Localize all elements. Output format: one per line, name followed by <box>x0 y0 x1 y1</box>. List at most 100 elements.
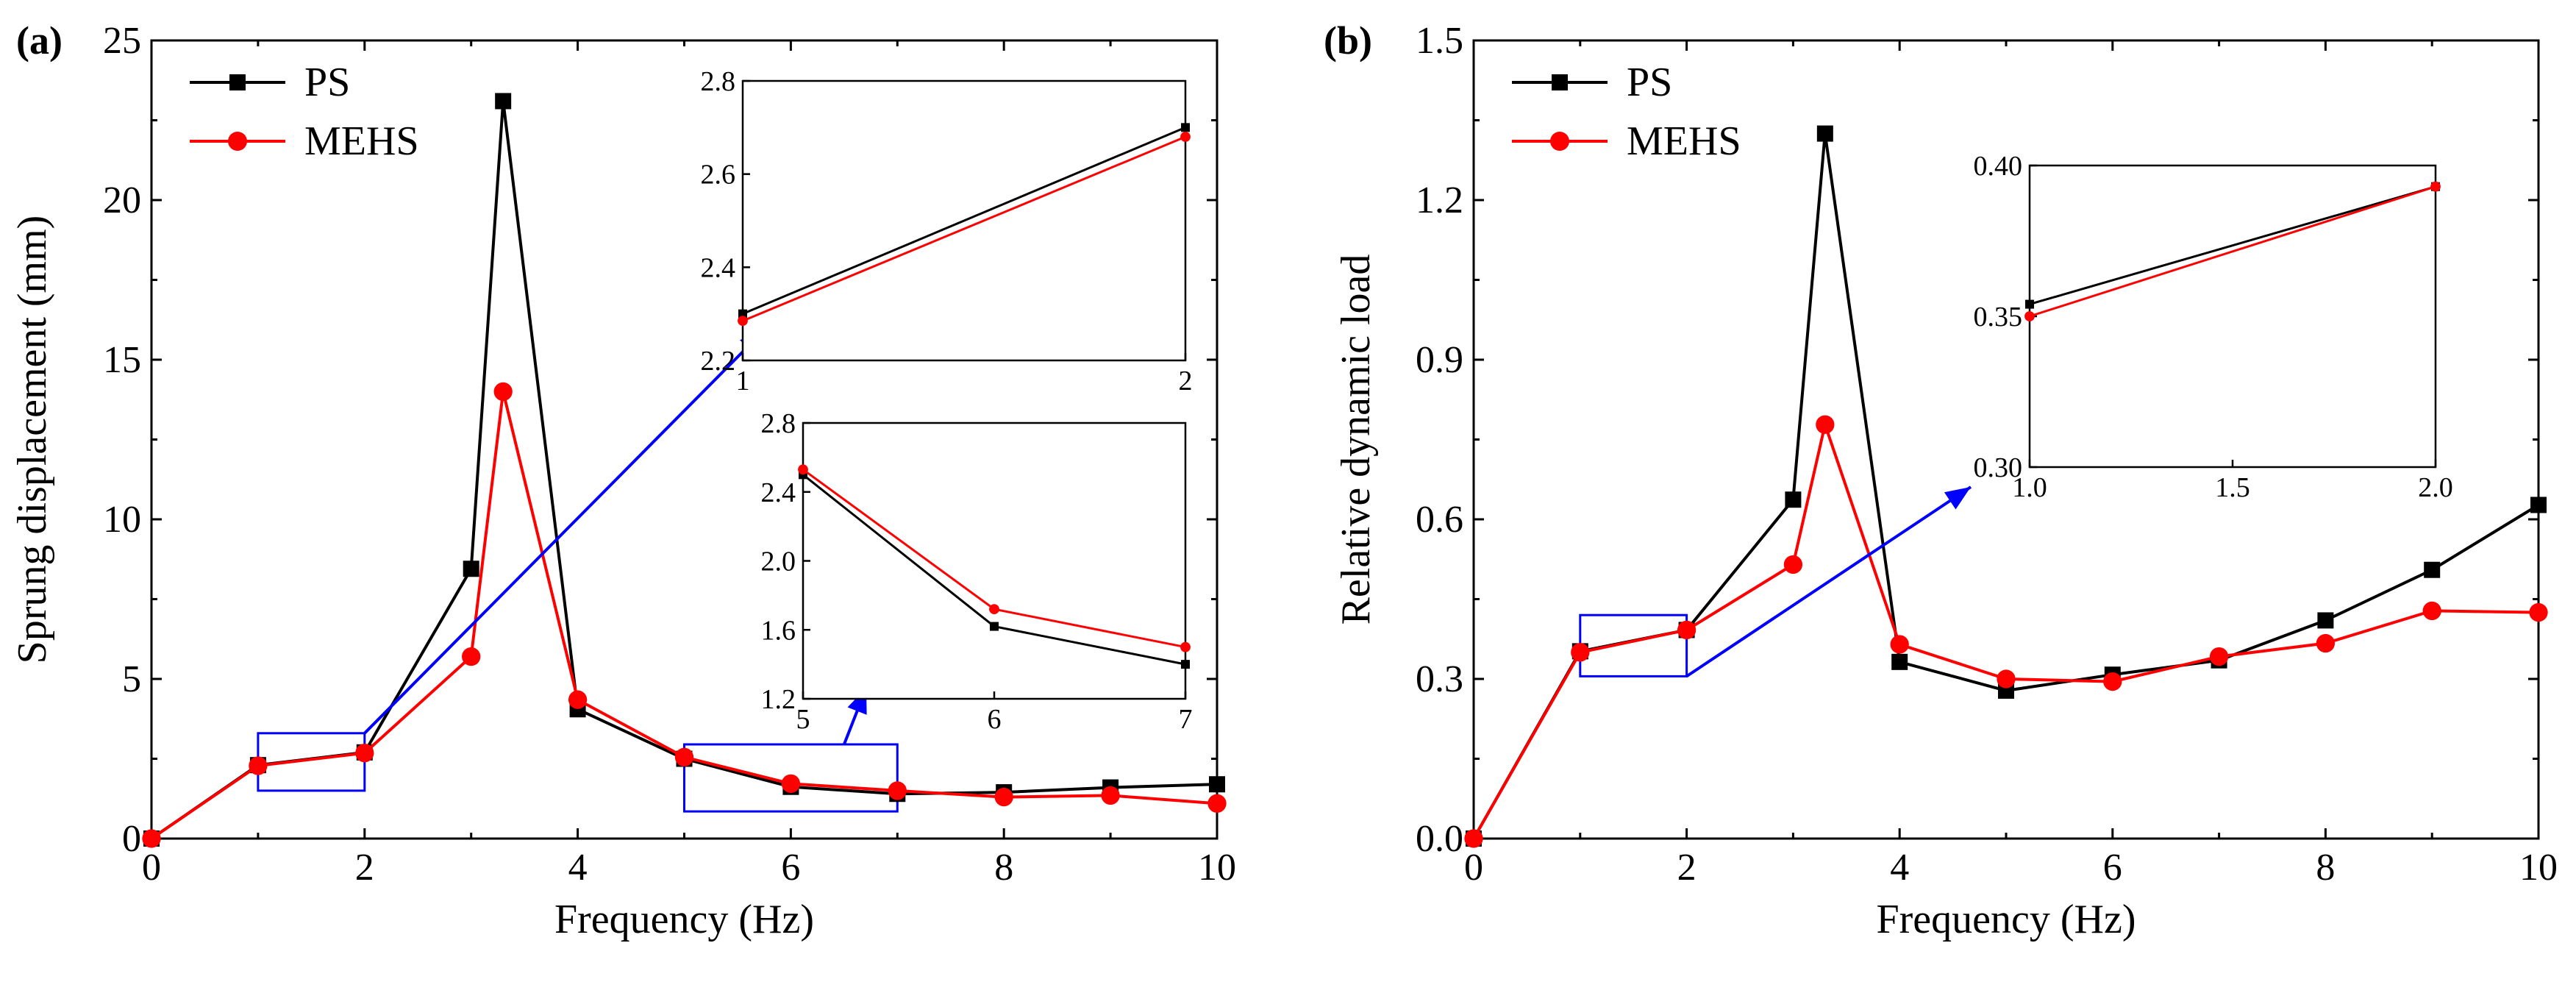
series-mehs-point <box>1677 620 1696 640</box>
x-tick-label: 8 <box>2316 847 2335 889</box>
series-ps-point <box>1816 125 1833 142</box>
inset-series-ps-line <box>2029 185 2436 306</box>
zoom-arrow-shaft <box>363 328 766 735</box>
y-tick-label: 20 <box>103 179 141 221</box>
zoom-arrow-head <box>1944 487 1971 510</box>
inset-x-tick-label: 2.0 <box>2418 472 2453 503</box>
inset-y-tick-label: 2.8 <box>761 408 796 439</box>
series-ps-point <box>1209 776 1225 793</box>
series-mehs-point <box>1997 669 2016 689</box>
series-group <box>1464 125 2548 848</box>
inset-frame <box>802 421 1187 700</box>
y-tick-label: 5 <box>122 658 141 700</box>
legend-ps-label: PS <box>304 60 350 105</box>
series-mehs-point <box>1101 786 1120 805</box>
x-tick-label: 2 <box>1677 847 1696 889</box>
series-group <box>142 93 1227 848</box>
y-tick-label: 0.9 <box>1416 339 1463 381</box>
series-mehs-point <box>1464 829 1483 848</box>
series-ps-point <box>2424 561 2441 578</box>
series-mehs-point <box>1816 415 1835 434</box>
series-ps-point <box>2317 612 2334 629</box>
zoom-arrow <box>363 328 766 735</box>
series-mehs-point <box>2209 647 2229 666</box>
zoom-arrow <box>1685 485 1972 678</box>
inset-frame <box>2028 164 2437 469</box>
legend-mehs-marker <box>1550 132 1569 151</box>
series-mehs-point <box>674 747 694 766</box>
series-mehs-point <box>888 781 907 800</box>
zoom-region-box <box>683 743 899 813</box>
series-ps-point <box>495 93 512 110</box>
inset-chart: 1 2 2.2 2.4 2.6 2.8 <box>701 66 1193 396</box>
series-mehs-point <box>568 690 588 709</box>
series-mehs-point <box>142 829 161 848</box>
y-tick-label: 10 <box>103 499 141 541</box>
inset-series-ps-point <box>2025 299 2034 309</box>
series-mehs-line <box>150 391 1218 840</box>
inset-y-tick-label: 2.2 <box>701 346 736 377</box>
inset-x-tick-label: 1 <box>736 366 750 396</box>
series-mehs-point <box>1571 643 1590 662</box>
y-tick-label: 25 <box>103 20 141 62</box>
x-tick-label: 4 <box>1890 847 1909 889</box>
x-axis-label: Frequency (Hz) <box>554 897 814 942</box>
x-tick-label: 6 <box>2103 847 2122 889</box>
inset-y-tick-label: 2.4 <box>701 252 736 283</box>
inset-x-tick-label: 5 <box>796 704 810 735</box>
legend-mehs-label: MEHS <box>1627 118 1741 164</box>
x-tick-label: 10 <box>1198 847 1236 889</box>
inset-series-mehs-point <box>1180 132 1191 142</box>
legend-ps-label: PS <box>1627 60 1672 105</box>
inset-series-mehs-point <box>798 464 808 475</box>
series-ps-point <box>1785 491 1802 508</box>
y-tick-label: 1.5 <box>1416 20 1463 62</box>
x-tick-label: 10 <box>2519 847 2558 889</box>
panel-label: (a) <box>16 18 63 63</box>
y-tick-label: 0.3 <box>1416 658 1463 700</box>
inset-series-mehs-point <box>2024 311 2035 321</box>
series-mehs-point <box>355 744 374 763</box>
zoom-region-box <box>1579 613 1688 677</box>
series-mehs-point <box>1890 635 1909 654</box>
inset-x-tick-label: 1.0 <box>2012 472 2047 503</box>
inset-x-tick-label: 2 <box>1179 366 1193 396</box>
series-ps-point <box>1891 653 1908 670</box>
inset-y-tick-label: 2.4 <box>761 477 796 508</box>
y-tick-label: 0 <box>122 818 141 860</box>
inset-series-mehs-point <box>2430 181 2441 192</box>
inset-x-tick-label: 7 <box>1179 704 1193 735</box>
x-tick-label: 2 <box>355 847 374 889</box>
y-tick-label: 15 <box>103 339 141 381</box>
inset-y-tick-label: 0.40 <box>1974 151 2023 182</box>
inset-x-tick-label: 6 <box>988 704 1002 735</box>
series-mehs-point <box>781 774 801 794</box>
x-tick-label: 4 <box>568 847 588 889</box>
y-axis-label: Relative dynamic load <box>1333 255 1379 625</box>
inset-y-tick-label: 1.2 <box>761 684 796 715</box>
x-axis-label: Frequency (Hz) <box>1877 897 2136 942</box>
inset-y-tick-label: 2.0 <box>761 547 796 577</box>
legend: PS MEHS <box>190 60 419 164</box>
legend-mehs-label: MEHS <box>304 118 419 164</box>
inset-y-tick-label: 2.6 <box>701 160 736 191</box>
y-tick-label: 1.2 <box>1416 179 1463 221</box>
inset-series-mehs-line <box>2029 185 2436 318</box>
inset-y-tick-label: 1.6 <box>761 615 796 646</box>
chart-panel-b: 0 2 4 6 8 10 0.0 0.3 0.6 0.9 1.2 1.5 Frequency (Hz) R… <box>1324 18 2558 942</box>
series-mehs-point <box>493 382 513 402</box>
x-tick-label: 0 <box>1464 847 1483 889</box>
series-mehs-point <box>249 756 268 775</box>
series-mehs-line <box>1472 419 2539 839</box>
inset-series-ps-point <box>738 309 747 319</box>
legend-ps-marker <box>1552 74 1568 90</box>
y-tick-label: 0.6 <box>1416 499 1463 541</box>
inset-y-tick-label: 0.35 <box>1974 302 2023 332</box>
inset-series-mehs-line <box>742 135 1186 322</box>
y-tick-label: 0.0 <box>1416 818 1463 860</box>
inset-series-ps-point <box>1181 123 1190 132</box>
series-ps-point <box>463 561 479 577</box>
inset-series-mehs-point <box>989 604 999 615</box>
